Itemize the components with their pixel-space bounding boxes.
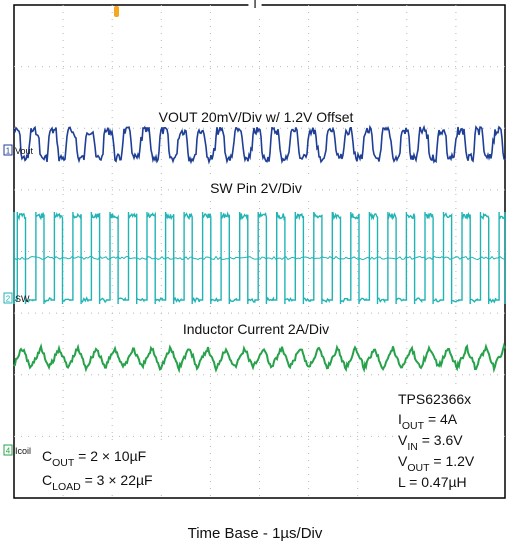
- marker-vout-label: Vout: [15, 146, 34, 156]
- series-vout-trace: [13, 124, 506, 165]
- series-sw-annotation-bg: [202, 179, 310, 198]
- capacitor-bg: [38, 444, 188, 492]
- top-label: I: [253, 0, 257, 11]
- marker-sw: 2 SW: [3, 292, 30, 304]
- conditions-device: TPS62366x: [398, 391, 471, 407]
- trigger-marker: [114, 6, 119, 17]
- series-vout-annotation-bg: [145, 108, 367, 127]
- oscilloscope-screen: I VOUT 20mV/Div w/ 1.2V Offset SW Pin 2V/D…: [3, 0, 506, 499]
- conditions-bg: [394, 386, 502, 496]
- capacitor-1: CLOAD = 3 × 22µF: [42, 472, 153, 493]
- marker-icoil: 4 Icoil: [3, 444, 31, 456]
- series-sw-trace: [13, 211, 506, 304]
- series-vout-annotation: VOUT 20mV/Div w/ 1.2V Offset: [159, 109, 354, 125]
- series-icoil-annotation: Inductor Current 2A/Div: [183, 321, 329, 337]
- condition-1: VIN = 3.6V: [398, 432, 463, 453]
- condition-2: VOUT = 1.2V: [398, 453, 475, 474]
- series-icoil-annotation-bg: [164, 320, 348, 339]
- condition-3: L = 0.47µH: [398, 474, 467, 490]
- marker-vout: 1 Vout: [3, 144, 34, 156]
- marker-vout-number: 1: [6, 147, 11, 156]
- condition-0: IOUT = 4A: [398, 411, 458, 432]
- x-axis-label: Time Base - 1µs/Div: [187, 525, 323, 542]
- capacitor-0: COUT = 2 × 10µF: [42, 448, 146, 469]
- traces: [13, 124, 506, 374]
- series-sw-midline: [13, 255, 505, 261]
- top-label-bg: [248, 0, 262, 13]
- marker-icoil-number: 4: [6, 447, 11, 456]
- labels: I VOUT 20mV/Div w/ 1.2V Offset SW Pin 2V/D…: [38, 0, 502, 496]
- marker-icoil-label: Icoil: [15, 446, 31, 456]
- marker-sw-label: SW: [15, 294, 30, 304]
- series-sw-annotation: SW Pin 2V/Div: [210, 180, 302, 196]
- series-icoil-trace: [13, 342, 506, 374]
- channel-markers: 1 Vout 2 SW 4 Icoil: [3, 6, 119, 456]
- marker-sw-number: 2: [6, 295, 11, 304]
